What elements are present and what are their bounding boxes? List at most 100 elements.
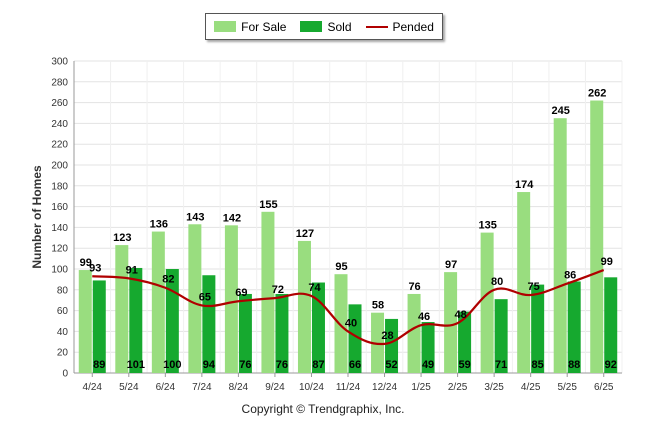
label-sold-4-25: 85 <box>532 359 544 371</box>
bar-sold-5-25 <box>567 281 581 373</box>
label-pended-8-24: 69 <box>235 287 247 299</box>
y-tick-label: 120 <box>51 244 68 255</box>
label-sold-12-24: 52 <box>385 359 397 371</box>
label-for-sale-4-24: 99 <box>80 257 92 269</box>
label-sold-6-24: 100 <box>163 359 181 371</box>
label-sold-9-24: 76 <box>276 359 288 371</box>
y-tick-label: 200 <box>51 161 68 172</box>
x-tick-label-4-25: 4/25 <box>521 382 541 393</box>
bar-for-sale-6-24 <box>151 231 165 373</box>
label-pended-7-24: 65 <box>199 291 211 303</box>
x-tick-label-4-24: 4/24 <box>83 382 103 393</box>
line-pended <box>92 269 605 346</box>
legend-label-for-sale: For Sale <box>241 19 287 34</box>
bar-for-sale-8-24 <box>224 225 238 373</box>
bar-for-sale-10-24 <box>297 240 311 373</box>
label-pended-11-24: 40 <box>345 317 357 329</box>
bar-sold-3-25 <box>494 299 508 373</box>
x-tick-label-5-24: 5/24 <box>119 382 139 393</box>
x-tick-label-7-24: 7/24 <box>192 382 212 393</box>
x-tick-label-10-24: 10/24 <box>299 382 324 393</box>
label-sold-10-24: 87 <box>312 359 324 371</box>
label-for-sale-5-25: 245 <box>552 105 570 117</box>
label-pended-10-24: 74 <box>308 282 321 294</box>
label-pended-1-25: 46 <box>418 311 430 323</box>
label-sold-5-25: 88 <box>568 359 580 371</box>
y-tick-label: 260 <box>51 98 68 109</box>
label-sold-3-25: 71 <box>495 359 507 371</box>
bar-sold-7-24 <box>202 275 216 373</box>
x-tick-label-6-25: 6/25 <box>594 382 614 393</box>
label-for-sale-2-25: 97 <box>445 259 457 271</box>
legend-label-pended: Pended <box>392 19 434 34</box>
y-tick-label: 160 <box>51 202 68 213</box>
label-for-sale-12-24: 58 <box>372 300 384 312</box>
x-tick-label-9-24: 9/24 <box>265 382 285 393</box>
label-for-sale-4-25: 174 <box>515 179 534 191</box>
x-tick-label-3-25: 3/25 <box>484 382 504 393</box>
y-tick-label: 80 <box>57 285 69 296</box>
y-tick-label: 60 <box>57 306 69 317</box>
x-tick-label-5-25: 5/25 <box>557 382 577 393</box>
legend: For Sale Sold Pended <box>205 13 443 40</box>
label-pended-6-25: 99 <box>601 256 613 268</box>
x-tick-label-12-24: 12/24 <box>372 382 397 393</box>
label-for-sale-3-25: 135 <box>478 220 496 232</box>
bar-for-sale-3-25 <box>480 232 494 373</box>
bar-sold-9-24 <box>275 293 289 373</box>
label-sold-6-25: 92 <box>605 359 617 371</box>
bar-sold-11-24 <box>348 304 362 373</box>
bar-for-sale-9-24 <box>261 211 275 373</box>
label-for-sale-1-25: 76 <box>408 281 420 293</box>
bar-sold-4-24 <box>92 280 106 373</box>
label-for-sale-9-24: 155 <box>259 199 277 211</box>
bar-for-sale-6-25 <box>590 100 604 374</box>
legend-item-for-sale[interactable]: For Sale <box>214 20 286 34</box>
label-for-sale-6-25: 262 <box>588 88 606 100</box>
x-tick-label-6-24: 6/24 <box>156 382 176 393</box>
bar-for-sale-7-24 <box>188 224 202 373</box>
label-pended-2-25: 48 <box>454 309 466 321</box>
legend-swatch-for-sale <box>214 21 237 32</box>
y-tick-label: 220 <box>51 140 68 151</box>
x-tick-label-11-24: 11/24 <box>336 382 361 393</box>
x-tick-label-8-24: 8/24 <box>229 382 249 393</box>
bar-for-sale-4-24 <box>78 270 92 373</box>
bar-sold-6-24 <box>165 269 179 373</box>
bar-for-sale-4-25 <box>517 192 531 373</box>
y-axis-title: Number of Homes <box>30 165 44 269</box>
legend-swatch-pended <box>365 25 388 28</box>
bar-sold-5-24 <box>129 267 143 373</box>
y-tick-label: 280 <box>51 77 68 88</box>
label-pended-4-24: 93 <box>89 262 101 274</box>
bar-for-sale-11-24 <box>334 274 348 373</box>
label-pended-12-24: 28 <box>381 330 393 342</box>
x-tick-label-2-25: 2/25 <box>448 382 468 393</box>
label-sold-8-24: 76 <box>239 359 251 371</box>
legend-item-pended[interactable]: Pended <box>365 19 434 34</box>
y-tick-label: 240 <box>51 119 68 130</box>
label-pended-9-24: 72 <box>272 284 284 296</box>
label-sold-4-24: 89 <box>93 359 105 371</box>
label-sold-1-25: 49 <box>422 359 434 371</box>
plot-area <box>74 61 622 373</box>
label-sold-7-24: 94 <box>203 359 216 371</box>
y-tick-label: 40 <box>57 327 69 338</box>
y-tick-label: 180 <box>51 181 68 192</box>
bar-for-sale-2-25 <box>444 272 458 373</box>
y-tick-label: 100 <box>51 265 68 276</box>
bar-sold-8-24 <box>238 293 252 373</box>
label-for-sale-8-24: 142 <box>223 212 241 224</box>
legend-item-sold[interactable]: Sold <box>300 20 352 34</box>
y-tick-label: 20 <box>57 348 69 359</box>
bar-sold-12-24 <box>385 318 399 373</box>
label-pended-5-25: 86 <box>564 270 576 282</box>
bar-for-sale-5-25 <box>553 118 567 373</box>
label-for-sale-7-24: 143 <box>186 211 204 223</box>
bar-for-sale-1-25 <box>407 293 421 373</box>
label-sold-5-24: 101 <box>127 359 145 371</box>
bar-sold-2-25 <box>458 311 472 373</box>
label-pended-4-25: 75 <box>528 281 540 293</box>
copyright-text: Copyright © Trendgraphix, Inc. <box>241 402 405 416</box>
label-for-sale-10-24: 127 <box>296 228 314 240</box>
